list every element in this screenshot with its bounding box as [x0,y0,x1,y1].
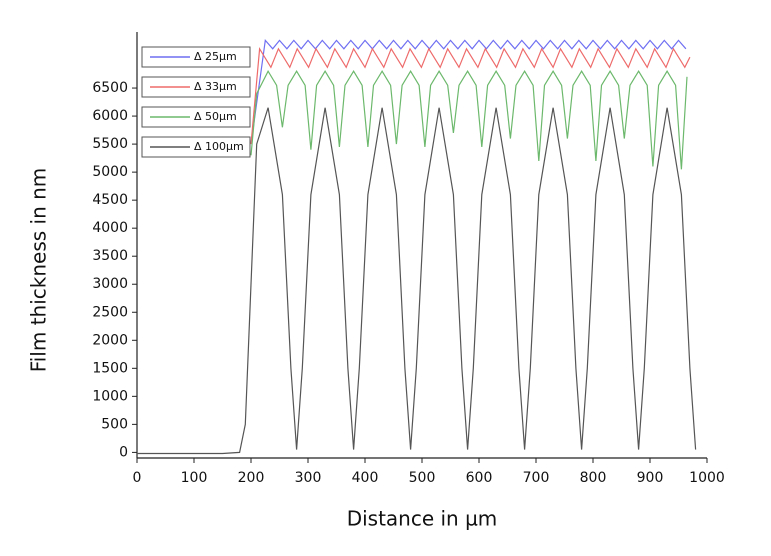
x-tick-label: 800 [580,470,607,486]
y-tick-label: 2000 [92,332,128,348]
y-tick-label: 3500 [92,248,128,264]
x-tick-label: 0 [133,470,142,486]
x-tick-label: 700 [523,470,550,486]
y-tick-label: 500 [101,416,128,432]
legend-box [141,76,251,98]
x-tick-label: 500 [409,470,436,486]
legend-box [141,106,251,128]
x-tick-label: 100 [181,470,208,486]
x-tick-label: 200 [238,470,265,486]
y-tick-label: 4500 [92,192,128,208]
legend-label: Δ 25µm [194,50,237,63]
y-tick-label: 2500 [92,304,128,320]
legend-label: Δ 33µm [194,80,237,93]
line-series [250,69,688,170]
x-tick-label: 900 [637,470,664,486]
x-tick-label: 300 [295,470,322,486]
y-tick-label: 6500 [92,80,128,96]
y-tick-label: 5000 [92,164,128,180]
y-tick-label: 5500 [92,136,128,152]
x-tick-label: 400 [352,470,379,486]
legend-label: Δ 100µm [194,140,244,153]
y-tick-label: 0 [119,444,128,460]
legend-label: Δ 50µm [194,110,237,123]
x-tick-label: 600 [466,470,493,486]
legend-box [141,46,251,68]
x-tick-label: 1000 [689,470,725,486]
y-tick-label: 1500 [92,360,128,376]
line-series [250,39,687,145]
line-series [137,107,697,455]
legend-box [141,136,251,158]
y-tick-label: 1000 [92,388,128,404]
line-series [250,46,691,145]
y-axis-label: Film thickness in nm [27,168,51,373]
y-tick-label: 4000 [92,220,128,236]
y-tick-label: 3000 [92,276,128,292]
y-tick-label: 6000 [92,108,128,124]
x-axis-label: Distance in µm [347,507,498,531]
